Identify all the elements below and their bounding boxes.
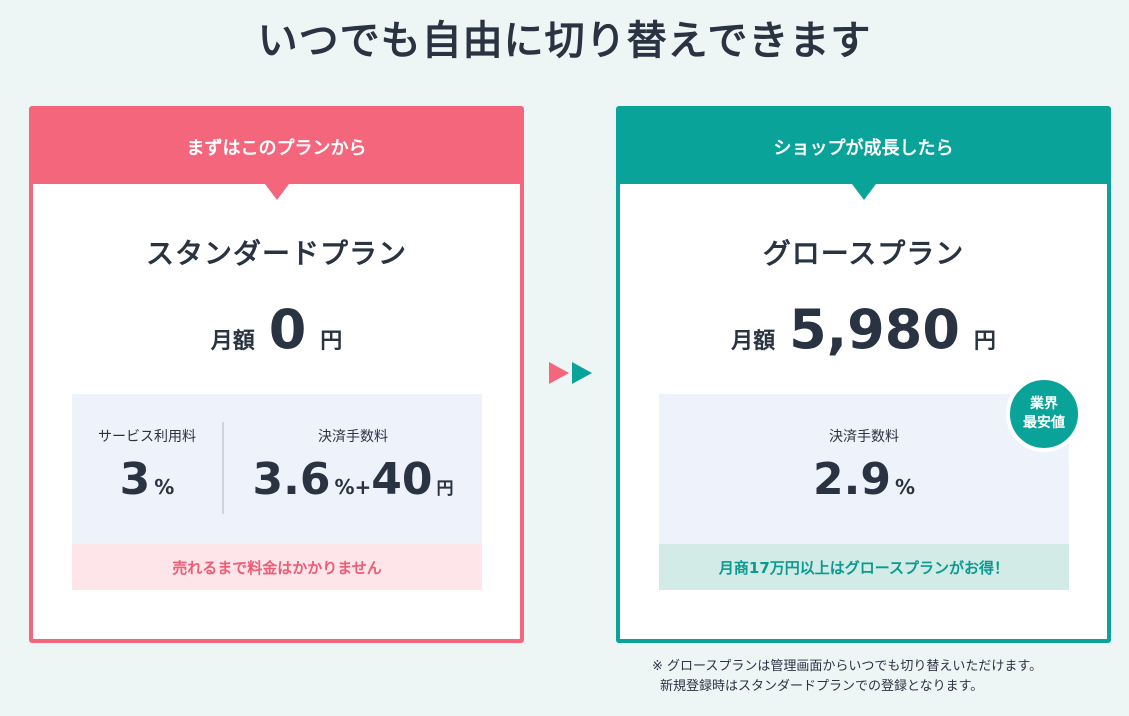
monthly-value: 5,980 bbox=[789, 298, 960, 361]
standard-plan-card: まずはこのプランから スタンダードプラン 月額 0 円 サービス利用料 3 % … bbox=[29, 106, 524, 643]
growth-plan-card: ショップが成長したら グロースプラン 月額 5,980 円 決済手数料 2.9 … bbox=[616, 106, 1111, 643]
arrows bbox=[549, 362, 592, 384]
payment-fee-value: 2.9 bbox=[813, 454, 891, 505]
service-fee-label: サービス利用料 bbox=[98, 429, 196, 445]
service-fee: サービス利用料 3 % bbox=[72, 394, 222, 544]
header-pointer bbox=[264, 184, 289, 200]
standard-plan-name: スタンダードプラン bbox=[145, 237, 407, 270]
badge-line2: 最安値 bbox=[1023, 415, 1065, 431]
footnote: ※ グロースプランは管理画面からいつでも切り替えいただけます。 新規登録時はスタ… bbox=[652, 657, 1042, 697]
percent-unit: % bbox=[154, 475, 175, 499]
monthly-label: 月額 bbox=[731, 329, 776, 354]
play-arrow-teal-icon bbox=[572, 362, 592, 384]
growth-plan-name: グロースプラン bbox=[762, 237, 965, 270]
monthly-label: 月額 bbox=[210, 329, 255, 354]
footnote-line2: 新規登録時はスタンダードプランでの登録となります。 bbox=[660, 679, 984, 694]
plus-percent-unit: %+ bbox=[334, 475, 372, 499]
payment-fee-fixed: 40 bbox=[371, 454, 433, 505]
growth-note: 月商17万円以上はグロースプランがお得！ bbox=[659, 544, 1069, 590]
lowest-price-badge: 業界 最安値 bbox=[1006, 376, 1082, 452]
standard-monthly-price: 月額 0 円 bbox=[33, 298, 520, 362]
monthly-value: 0 bbox=[268, 298, 307, 361]
payment-fee-label: 決済手数料 bbox=[318, 429, 388, 445]
percent-unit: % bbox=[894, 475, 915, 499]
payment-fee-label: 決済手数料 bbox=[829, 429, 899, 445]
growth-monthly-price: 月額 5,980 円 bbox=[620, 298, 1107, 362]
fee-divider bbox=[222, 422, 224, 514]
payment-fee: 決済手数料 2.9 % bbox=[659, 394, 1069, 544]
footnote-line1: ※ グロースプランは管理画面からいつでも切り替えいただけます。 bbox=[652, 659, 1043, 674]
standard-note: 売れるまで料金はかかりません bbox=[72, 544, 482, 590]
payment-fee: 決済手数料 3.6 %+ 40 円 bbox=[224, 394, 482, 544]
play-arrow-pink-icon bbox=[549, 362, 569, 384]
growth-fee-box: 決済手数料 2.9 % bbox=[659, 394, 1069, 544]
payment-fee-percent: 3.6 bbox=[252, 454, 331, 505]
service-fee-value: 3 bbox=[119, 454, 151, 505]
growth-plan-header: ショップが成長したら bbox=[620, 110, 1107, 184]
yen-unit: 円 bbox=[973, 329, 996, 354]
badge-line1: 業界 bbox=[1030, 396, 1058, 412]
standard-fee-box: サービス利用料 3 % 決済手数料 3.6 %+ 40 円 bbox=[72, 394, 482, 544]
yen-unit: 円 bbox=[436, 479, 454, 499]
page-title: いつでも自由に切り替えできます bbox=[257, 18, 872, 64]
header-pointer bbox=[851, 184, 876, 200]
standard-plan-header: まずはこのプランから bbox=[33, 110, 520, 184]
yen-unit: 円 bbox=[320, 329, 343, 354]
